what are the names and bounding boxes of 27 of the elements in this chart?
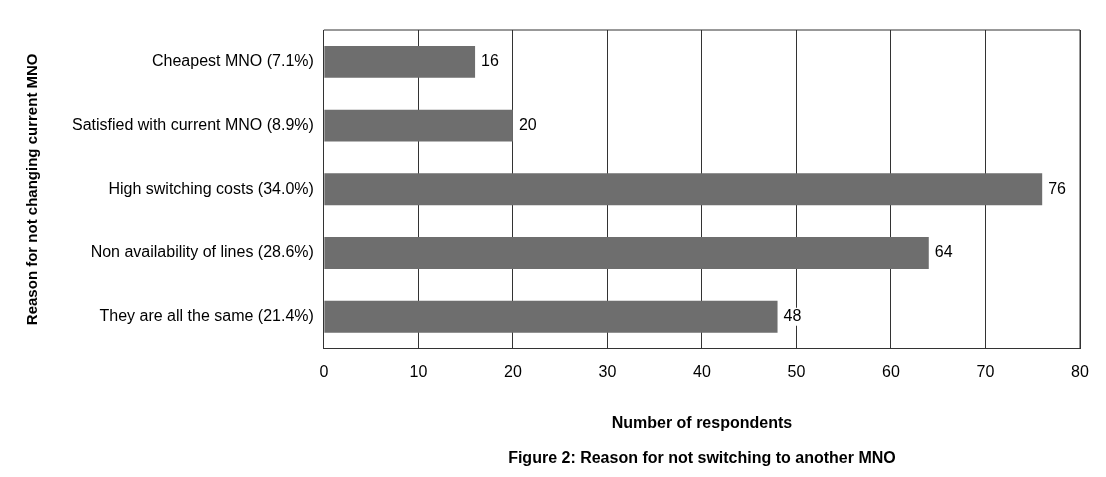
bar	[324, 300, 778, 333]
y-tick-label: They are all the same (21.4%)	[99, 307, 314, 325]
bar	[324, 173, 1043, 206]
x-tick-label: 20	[503, 362, 522, 380]
x-axis-title: Number of respondents	[611, 413, 793, 431]
x-tick-label: 40	[693, 362, 711, 380]
x-tick-label: 10	[409, 362, 428, 380]
y-tick-label: High switching costs (34.0%)	[108, 179, 314, 197]
data-label: 64	[934, 243, 953, 261]
x-tick-label: 0	[319, 362, 329, 380]
data-label: 48	[783, 307, 802, 325]
data-label: 16	[481, 52, 499, 70]
x-tick-label: 80	[1071, 362, 1089, 380]
bar	[324, 45, 476, 78]
y-tick-label: Non availability of lines (28.6%)	[90, 243, 314, 261]
bar	[324, 237, 929, 269]
data-label: 76	[1048, 179, 1067, 197]
caption: Figure 2: Reason for not switching to another MNO	[508, 449, 896, 466]
x-tick-label: 70	[976, 362, 995, 380]
x-tick-label: 60	[882, 362, 900, 380]
x-tick-label: 30	[598, 362, 617, 380]
bar	[324, 109, 513, 142]
x-tick-label: 50	[787, 362, 806, 380]
data-label: 20	[518, 115, 537, 133]
y-tick-label: Cheapest MNO (7.1%)	[152, 52, 314, 70]
y-tick-label: Satisfied with current MNO (8.9%)	[71, 115, 314, 133]
y-axis-title: Reason for not changing current MNO	[23, 53, 41, 326]
